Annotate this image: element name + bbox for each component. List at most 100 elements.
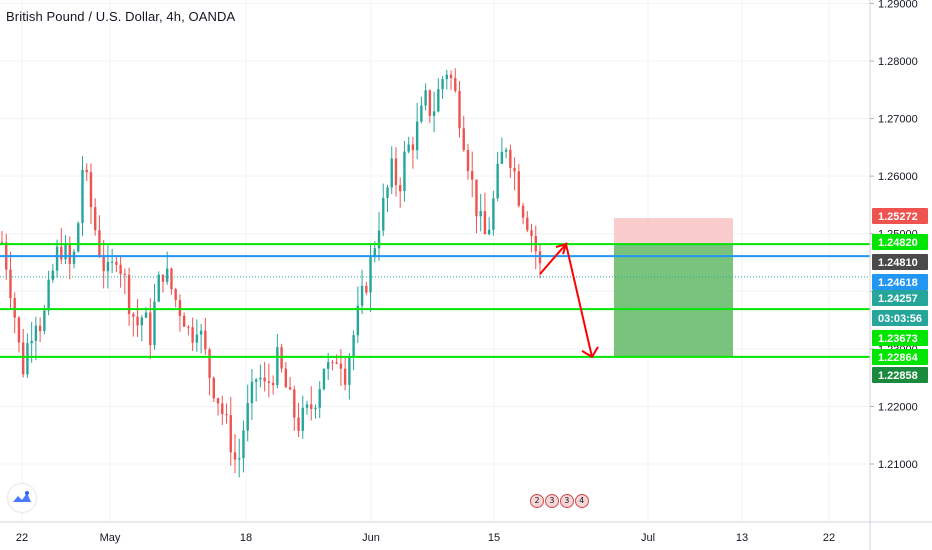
candle-body[interactable] — [466, 149, 470, 171]
candle-body[interactable] — [386, 187, 389, 198]
candle-body[interactable] — [204, 330, 207, 350]
candle-body[interactable] — [352, 335, 355, 358]
candle-body[interactable] — [437, 89, 440, 112]
candle-body[interactable] — [445, 74, 449, 80]
candle-body[interactable] — [115, 261, 118, 265]
candle-body[interactable] — [500, 151, 504, 164]
stop-loss-zone[interactable] — [614, 218, 733, 245]
candle-body[interactable] — [208, 349, 211, 378]
candle-body[interactable] — [415, 121, 419, 151]
candle-body[interactable] — [242, 430, 245, 459]
candle-body[interactable] — [0, 242, 4, 244]
candle-body[interactable] — [487, 229, 491, 235]
candle-body[interactable] — [441, 79, 444, 90]
candle-body[interactable] — [149, 312, 152, 346]
candle-body[interactable] — [382, 197, 385, 231]
candle-body[interactable] — [123, 273, 127, 275]
candle-body[interactable] — [449, 74, 453, 79]
candle-body[interactable] — [153, 301, 156, 346]
candle-body[interactable] — [250, 381, 254, 404]
candle-body[interactable] — [166, 268, 169, 282]
tradingview-logo-icon[interactable] — [8, 484, 36, 512]
candle-body[interactable] — [496, 163, 499, 199]
candle-body[interactable] — [195, 334, 199, 343]
candle-body[interactable] — [43, 310, 46, 331]
candle-body[interactable] — [458, 90, 461, 129]
candle-body[interactable] — [271, 382, 275, 386]
candle-body[interactable] — [305, 404, 309, 408]
event-flag-icon[interactable]: 3 — [559, 494, 574, 508]
candle-body[interactable] — [13, 298, 16, 318]
candle-body[interactable] — [538, 251, 542, 264]
candle-body[interactable] — [132, 314, 135, 317]
candle-body[interactable] — [64, 244, 67, 260]
candle-body[interactable] — [517, 171, 521, 206]
candle-body[interactable] — [85, 169, 88, 173]
candle-body[interactable] — [288, 387, 292, 390]
candle-body[interactable] — [407, 144, 410, 152]
candle-body[interactable] — [26, 343, 29, 375]
candle-body[interactable] — [144, 312, 148, 318]
candle-body[interactable] — [30, 340, 33, 344]
candle-body[interactable] — [191, 327, 194, 343]
candle-body[interactable] — [229, 415, 232, 453]
candle-body[interactable] — [360, 285, 364, 306]
candle-body[interactable] — [233, 452, 237, 460]
candle-body[interactable] — [89, 172, 93, 208]
candle-body[interactable] — [424, 90, 427, 106]
candle-body[interactable] — [301, 407, 304, 431]
candle-body[interactable] — [420, 105, 423, 122]
candle-body[interactable] — [322, 368, 326, 390]
candle-body[interactable] — [284, 368, 288, 388]
candle-body[interactable] — [475, 179, 478, 217]
take-profit-zone[interactable] — [614, 244, 733, 357]
candle-body[interactable] — [161, 274, 165, 282]
candle-body[interactable] — [182, 315, 186, 327]
candle-body[interactable] — [343, 368, 347, 385]
candle-body[interactable] — [119, 264, 122, 274]
candle-body[interactable] — [293, 389, 296, 418]
candle-body[interactable] — [399, 185, 402, 192]
candle-body[interactable] — [110, 261, 114, 263]
projection-arrow[interactable] — [539, 241, 593, 358]
candle-body[interactable] — [238, 458, 241, 460]
candle-body[interactable] — [348, 357, 351, 385]
candle-body[interactable] — [21, 342, 25, 375]
candle-body[interactable] — [38, 325, 42, 331]
candle-body[interactable] — [462, 128, 465, 150]
candle-body[interactable] — [93, 207, 97, 231]
candle-body[interactable] — [77, 223, 80, 252]
candle-body[interactable] — [310, 404, 313, 409]
event-flag-icon[interactable]: 4 — [574, 494, 589, 508]
candle-body[interactable] — [377, 230, 381, 249]
candle-body[interactable] — [199, 330, 203, 335]
candle-body[interactable] — [509, 149, 512, 168]
candle-body[interactable] — [339, 363, 343, 369]
candle-body[interactable] — [356, 305, 360, 336]
candle-body[interactable] — [326, 362, 330, 369]
candle-body[interactable] — [17, 317, 21, 343]
candle-body[interactable] — [318, 389, 321, 408]
candle-body[interactable] — [263, 377, 266, 382]
candle-body[interactable] — [68, 244, 71, 264]
candle-body[interactable] — [471, 170, 474, 180]
candle-body[interactable] — [403, 151, 406, 192]
candle-body[interactable] — [526, 217, 529, 231]
candle-body[interactable] — [369, 255, 372, 293]
candle-body[interactable] — [81, 169, 84, 224]
candle-body[interactable] — [140, 317, 143, 326]
economic-events-icon[interactable]: 2 3 3 4 — [530, 494, 589, 508]
candle-body[interactable] — [365, 285, 368, 293]
candle-body[interactable] — [297, 417, 300, 431]
event-flag-icon[interactable]: 2 — [530, 494, 544, 508]
candle-body[interactable] — [9, 269, 12, 299]
candle-body[interactable] — [335, 362, 338, 364]
candle-body[interactable] — [127, 274, 131, 315]
candle-body[interactable] — [259, 377, 262, 380]
candle-body[interactable] — [483, 211, 487, 235]
candle-body[interactable] — [373, 248, 376, 256]
candle-body[interactable] — [267, 381, 271, 383]
candle-body[interactable] — [394, 158, 398, 186]
